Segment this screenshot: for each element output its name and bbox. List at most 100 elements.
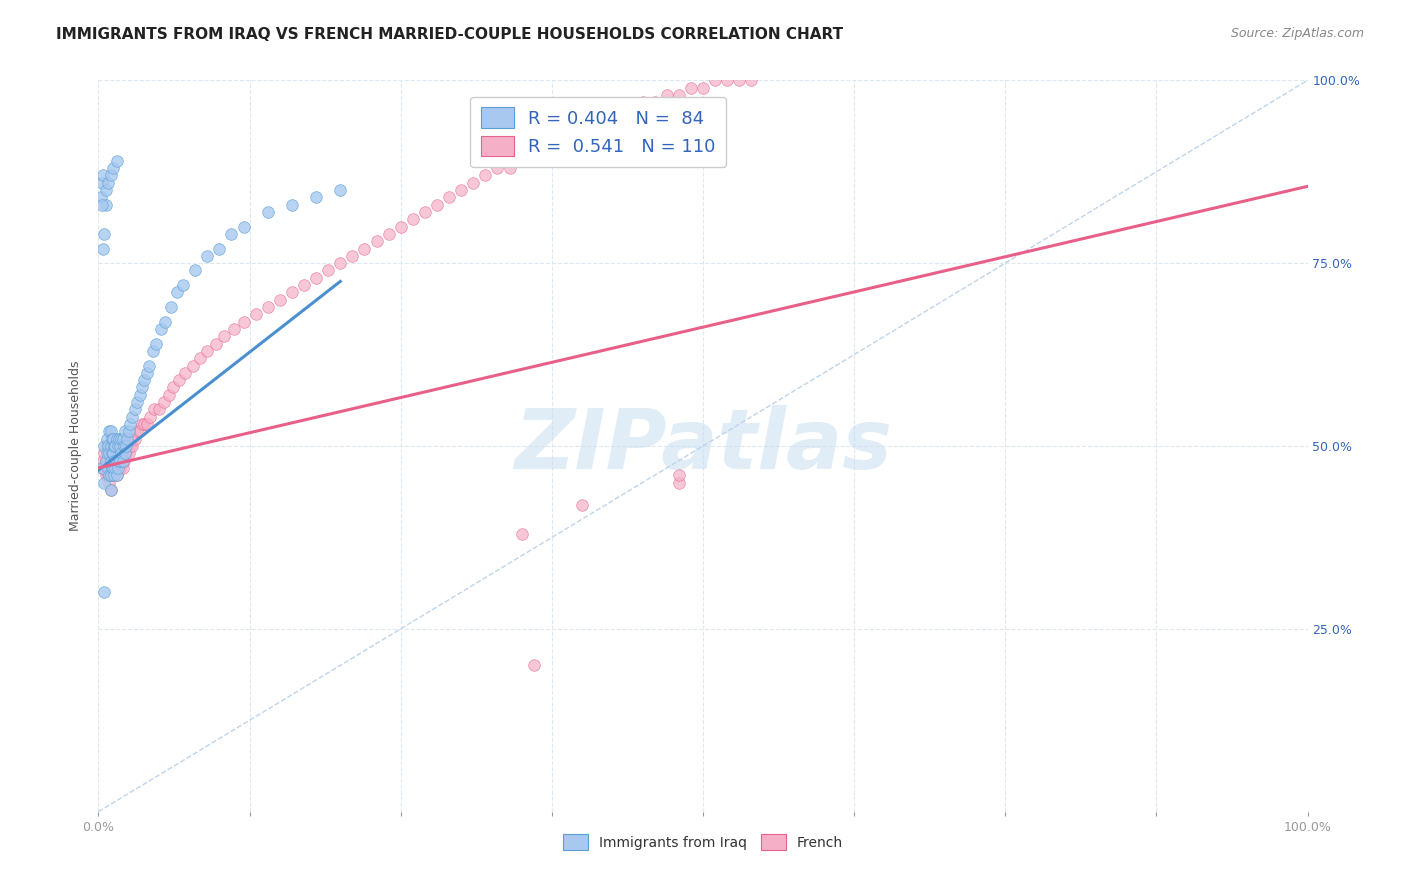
Point <box>105 432 128 446</box>
Point <box>93 446 115 460</box>
Point <box>118 425 141 439</box>
Point <box>166 285 188 300</box>
Point <box>172 278 194 293</box>
Point <box>232 219 254 234</box>
Point <box>98 425 121 439</box>
Point <box>98 453 121 467</box>
Point <box>93 475 115 490</box>
Point <box>100 461 122 475</box>
Point <box>124 402 146 417</box>
Point <box>96 446 118 460</box>
Point <box>426 197 449 211</box>
Point <box>114 446 136 460</box>
Point <box>107 439 129 453</box>
Point <box>100 483 122 497</box>
Point <box>100 468 122 483</box>
Point <box>104 461 127 475</box>
Text: IMMIGRANTS FROM IRAQ VS FRENCH MARRIED-COUPLE HOUSEHOLDS CORRELATION CHART: IMMIGRANTS FROM IRAQ VS FRENCH MARRIED-C… <box>56 27 844 42</box>
Point <box>114 446 136 460</box>
Point <box>150 322 173 336</box>
Point <box>134 373 156 387</box>
Point <box>117 432 139 446</box>
Point <box>188 351 211 366</box>
Point <box>110 453 132 467</box>
Point <box>316 263 339 277</box>
Point <box>103 468 125 483</box>
Point <box>100 483 122 497</box>
Point <box>558 132 581 146</box>
Point <box>668 468 690 483</box>
Point <box>105 153 128 168</box>
Point <box>100 446 122 460</box>
Point <box>105 453 128 467</box>
Point <box>98 446 121 460</box>
Point <box>402 212 425 227</box>
Point <box>100 453 122 467</box>
Point <box>153 315 176 329</box>
Point <box>131 417 153 431</box>
Point <box>138 359 160 373</box>
Point <box>105 468 128 483</box>
Point <box>463 176 485 190</box>
Point <box>342 249 364 263</box>
Point <box>108 453 131 467</box>
Point <box>97 176 120 190</box>
Point <box>571 498 593 512</box>
Point <box>101 161 124 175</box>
Point <box>101 446 124 460</box>
Point <box>181 359 204 373</box>
Point <box>474 169 496 183</box>
Point <box>679 80 702 95</box>
Point <box>96 432 118 446</box>
Point <box>716 73 738 87</box>
Point <box>114 425 136 439</box>
Point <box>145 336 167 351</box>
Point <box>101 432 124 446</box>
Point <box>101 461 124 475</box>
Point <box>107 461 129 475</box>
Point <box>94 197 117 211</box>
Point <box>96 439 118 453</box>
Point <box>134 417 156 431</box>
Point <box>91 461 114 475</box>
Point <box>269 293 291 307</box>
Point <box>104 439 127 453</box>
Point <box>94 453 117 467</box>
Point <box>98 468 121 483</box>
Point <box>97 461 120 475</box>
Point <box>91 461 114 475</box>
Point <box>450 183 472 197</box>
Point <box>221 227 243 241</box>
Point <box>93 585 115 599</box>
Point <box>103 439 125 453</box>
Point <box>547 139 569 153</box>
Point <box>91 169 114 183</box>
Point <box>103 446 125 460</box>
Point <box>114 432 136 446</box>
Point <box>498 161 520 175</box>
Point <box>305 270 328 285</box>
Point <box>97 446 120 460</box>
Point <box>98 475 121 490</box>
Point <box>157 388 180 402</box>
Point <box>135 366 157 380</box>
Point <box>329 183 352 197</box>
Point <box>108 439 131 453</box>
Point <box>100 439 122 453</box>
Point <box>96 461 118 475</box>
Point <box>112 453 135 467</box>
Point <box>366 234 388 248</box>
Point <box>91 176 114 190</box>
Point <box>90 190 112 204</box>
Point <box>127 425 149 439</box>
Point <box>118 439 141 453</box>
Point <box>510 526 533 541</box>
Point <box>232 315 254 329</box>
Point <box>108 453 131 467</box>
Point <box>148 402 170 417</box>
Point <box>631 95 654 110</box>
Point <box>101 468 124 483</box>
Point <box>118 417 141 431</box>
Point <box>117 439 139 453</box>
Point <box>131 380 153 394</box>
